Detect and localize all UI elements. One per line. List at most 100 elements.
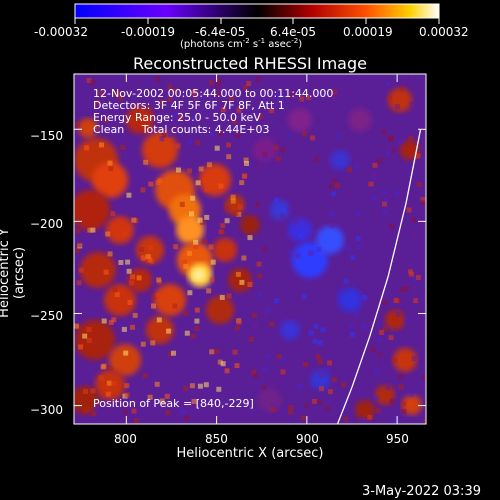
image-pixel (316, 247, 322, 252)
image-pixel (121, 326, 127, 332)
image-pixel (167, 97, 173, 103)
image-pixel (125, 259, 131, 265)
image-pixel (398, 138, 404, 144)
image-pixel (167, 132, 173, 138)
image-pixel (214, 348, 220, 354)
image-pixel (234, 325, 240, 331)
image-pixel (217, 78, 222, 84)
image-pixel (221, 99, 226, 105)
image-pixel (262, 366, 268, 371)
emission-blob (176, 216, 204, 244)
image-pixel (241, 255, 247, 261)
image-pixel (123, 350, 129, 356)
image-pixel (75, 228, 81, 234)
plot-frame (73, 73, 427, 425)
image-pixel (401, 78, 407, 84)
image-pixel (112, 287, 118, 293)
image-pixel (237, 204, 243, 210)
image-pixel (224, 368, 230, 374)
image-pixel (190, 195, 196, 201)
image-pixel (349, 323, 355, 329)
colorbar-tick-label: 0.00019 (343, 25, 393, 39)
image-pixel (329, 184, 334, 189)
image-pixel (387, 95, 393, 101)
image-pixel (358, 297, 364, 303)
image-pixel (100, 364, 106, 370)
image-pixel (276, 93, 282, 99)
image-pixel (187, 250, 192, 256)
image-pixel (300, 415, 306, 421)
image-pixel (148, 245, 154, 251)
image-pixel (261, 385, 267, 391)
image-pixel (173, 124, 179, 130)
image-pixel (224, 218, 230, 224)
image-pixel (112, 127, 118, 133)
image-pixel (257, 292, 263, 298)
image-pixel (269, 321, 275, 327)
emission-blob (280, 320, 300, 340)
image-pixel (393, 297, 399, 303)
image-pixel (226, 293, 232, 299)
image-pixel (220, 361, 226, 367)
image-pixel (90, 80, 96, 86)
solar-limb-curve (336, 129, 422, 424)
image-pixel (108, 166, 114, 172)
colorbar-tick-label: 6.4e-05 (270, 25, 317, 39)
image-pixel (276, 354, 282, 360)
image-pixel (331, 178, 337, 184)
image-pixel (159, 136, 165, 142)
image-pixel (161, 132, 167, 138)
image-pixel (398, 374, 404, 380)
image-pixel (242, 85, 248, 91)
image-pixel (370, 347, 376, 353)
image-pixel (394, 191, 400, 197)
image-pixel (175, 143, 181, 149)
image-pixel (411, 231, 417, 237)
image-pixel (392, 357, 398, 363)
image-pixel (83, 388, 88, 394)
image-pixel (172, 112, 178, 118)
image-pixel (234, 363, 240, 369)
image-pixel (383, 198, 389, 204)
image-pixel (411, 285, 417, 291)
image-pixel (211, 78, 217, 84)
image-pixel (184, 415, 190, 421)
image-pixel (151, 294, 157, 300)
image-pixel (387, 157, 393, 163)
image-pixel (318, 92, 324, 98)
image-pixel (82, 333, 88, 339)
image-pixel (257, 273, 263, 279)
image-pixel (136, 275, 142, 281)
image-pixel (126, 268, 132, 274)
image-pixel (320, 327, 326, 333)
image-pixel (312, 338, 318, 344)
image-pixel (204, 187, 210, 193)
image-pixel (130, 274, 135, 280)
image-pixel (91, 411, 97, 417)
image-pixel (311, 249, 317, 255)
image-pixel (394, 104, 400, 110)
image-pixel (274, 197, 280, 203)
image-pixel (374, 368, 379, 374)
image-pixel (180, 409, 186, 415)
image-pixel (129, 280, 134, 286)
image-pixel (242, 173, 247, 179)
image-pixel (172, 303, 178, 309)
image-pixel (150, 340, 156, 346)
image-pixel (191, 399, 197, 404)
image-pixel (236, 107, 242, 113)
image-pixel (376, 158, 382, 164)
image-pixel (373, 395, 379, 401)
image-pixel (122, 409, 128, 415)
image-pixel (312, 398, 317, 404)
image-pixel (349, 332, 355, 337)
image-pixel (391, 419, 397, 424)
image-pixel (334, 326, 340, 332)
image-pixel (218, 183, 224, 189)
image-pixel (76, 242, 82, 248)
image-pixel (78, 267, 84, 273)
image-pixel (198, 166, 204, 172)
image-pixel (140, 341, 146, 347)
